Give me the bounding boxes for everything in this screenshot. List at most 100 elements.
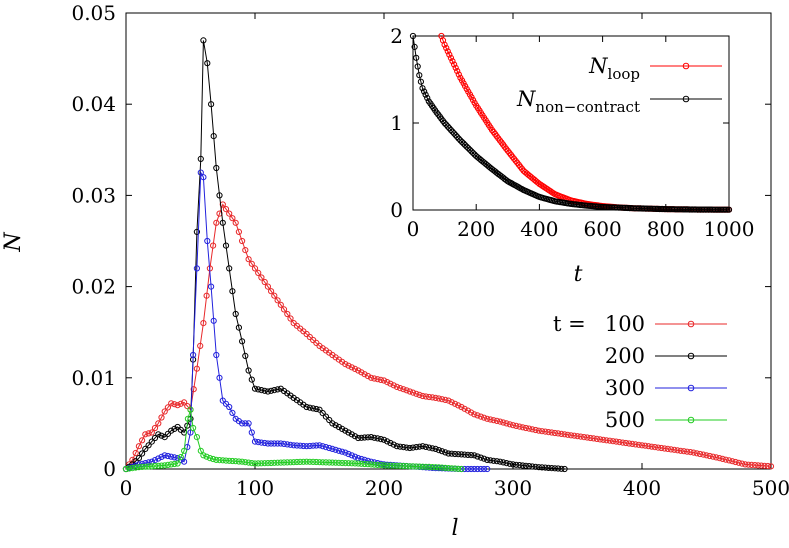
main-data-point [551,429,559,437]
main-data-point [145,463,152,470]
main-data-point [522,424,530,432]
main-data-point [542,428,549,435]
main-data-point [303,458,310,465]
main-data-point [351,365,359,372]
main-data-point [161,434,168,441]
inset-data-point [725,206,733,213]
main-data-point [306,404,313,411]
main-data-point [339,448,346,455]
main-data-point [190,424,197,432]
main-data-point [280,459,288,466]
main-data-point [287,315,294,322]
main-data-point [204,237,211,245]
main-data-point [497,418,504,425]
main-data-point [393,443,400,450]
main-data-point [335,423,342,431]
legend-label: 200 [605,344,645,368]
main-data-point [226,403,233,411]
main-data-point [158,414,165,421]
main-data-point [597,436,604,443]
main-data-point [390,462,397,469]
main-data-point [339,459,346,467]
inset-data-point [458,138,466,146]
main-data-point [310,458,317,465]
main-data-point [564,431,571,438]
main-data-point [374,435,381,442]
main-data-point [306,442,313,450]
inset-data-point [449,58,456,65]
main-data-point [145,459,152,466]
main-data-point [197,342,204,349]
main-data-point [416,391,423,398]
main-data-point [316,442,323,449]
inset-data-point [455,135,462,142]
main-data-point [629,440,636,447]
main-data-point [397,443,404,450]
main-data-point [229,409,236,416]
main-data-point [561,431,568,438]
main-data-point [171,425,178,432]
main-data-point [151,424,159,432]
main-data-point [632,441,639,448]
main-data-point [406,463,413,470]
main-data-point [438,464,446,471]
main-data-point [661,445,668,452]
main-data-point [432,394,439,401]
main-data-point [409,444,417,451]
main-data-point [181,399,188,406]
main-data-point [203,292,210,299]
main-data-point [206,455,213,462]
main-data-point [371,375,378,382]
main-data-point [409,463,417,470]
main-data-point [322,444,329,451]
main-data-point [158,432,165,439]
main-data-point [251,385,259,392]
main-data-point [451,465,459,472]
legend-swatch-marker [687,320,695,328]
main-data-point [229,288,236,295]
main-data-point [280,306,288,313]
main-data-point [232,219,239,226]
main-data-point [438,448,446,455]
main-data-point [226,210,233,217]
main-data-point [435,395,442,402]
main-data-point [361,460,368,468]
main-data-point [403,444,410,451]
main-data-point [638,442,646,449]
main-data-point [222,242,230,249]
main-data-point [264,460,271,467]
main-data-point [522,462,530,469]
main-data-point [277,301,284,308]
main-data-point [284,310,291,318]
main-data-point [284,459,291,466]
main-data-point [264,283,271,290]
main-data-point [368,374,375,381]
main-data-point [477,465,484,473]
main-data-point [210,455,217,463]
main-data-point [416,443,423,450]
inset-data-point [465,145,472,152]
main-data-point [310,405,317,412]
inset-y-tick-label: 2 [390,24,403,48]
inset-data-point [455,71,462,78]
main-data-point [313,442,320,449]
main-data-point [358,460,365,467]
main-data-point [387,462,394,469]
main-data-point [239,458,246,465]
main-data-point [455,402,462,409]
main-series-2 [122,169,491,473]
main-data-point [445,465,452,472]
main-data-point [148,463,155,470]
main-y-tick-label: 0.03 [71,183,116,207]
main-data-point [497,458,504,465]
inset-legend-swatch-marker [682,95,690,103]
main-data-point [319,459,326,466]
inset-legend-label: Nloop [588,54,640,83]
main-data-point [300,442,307,450]
main-data-point [226,457,233,464]
main-data-point [519,424,526,431]
main-data-point [248,460,255,467]
main-data-point [529,426,536,433]
main-data-point [348,364,355,371]
